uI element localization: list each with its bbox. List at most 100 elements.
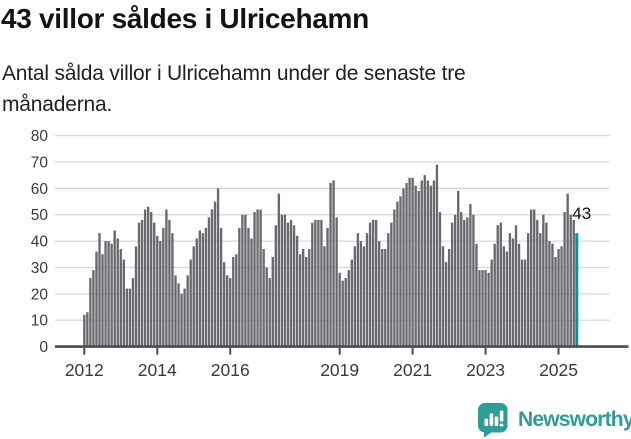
y-tick-label: 40 (31, 234, 49, 251)
bar (110, 243, 113, 347)
bar (201, 233, 205, 347)
bar (520, 259, 524, 347)
bar (411, 177, 414, 347)
bar (444, 262, 448, 347)
bar (450, 222, 454, 347)
bar (539, 233, 542, 347)
bar (530, 209, 533, 347)
bar (523, 259, 527, 347)
bar (286, 222, 290, 347)
bar (308, 249, 311, 347)
bar (460, 212, 463, 347)
bar (353, 246, 357, 347)
bar (551, 243, 554, 347)
newsworthy-logo[interactable]: Newsworthy (477, 402, 631, 438)
y-tick-label: 10 (31, 313, 49, 330)
bar (171, 233, 174, 347)
bar (332, 180, 335, 347)
bar (390, 222, 393, 347)
bar (262, 249, 265, 347)
bar (344, 278, 347, 347)
bar (317, 220, 320, 347)
bar (545, 222, 548, 347)
bar (542, 214, 545, 347)
bar (426, 180, 429, 347)
bar (387, 233, 390, 347)
bar (277, 193, 281, 347)
bar (572, 220, 575, 347)
bar (381, 249, 384, 347)
bar (314, 220, 317, 347)
bar (226, 275, 229, 347)
bar (326, 227, 329, 347)
bar (247, 227, 250, 347)
highlight-bar (575, 233, 579, 347)
bar (213, 201, 217, 347)
bar (441, 246, 445, 347)
bar (362, 246, 366, 347)
x-tick-label: 2023 (466, 360, 505, 380)
bar (454, 214, 457, 347)
bar (347, 270, 350, 347)
bar (487, 272, 490, 347)
y-tick-label: 60 (31, 181, 49, 198)
bar (177, 283, 180, 347)
x-tick-label: 2019 (320, 360, 359, 380)
bar (92, 270, 95, 347)
y-tick-label: 70 (31, 154, 49, 171)
bar (298, 254, 302, 347)
bar (323, 246, 326, 347)
bar (274, 225, 277, 347)
bar (475, 243, 478, 347)
bar (259, 209, 262, 347)
bar (350, 259, 353, 347)
bar (399, 196, 402, 347)
bar (469, 204, 472, 347)
bar (466, 217, 469, 347)
bar (232, 256, 235, 347)
bar (517, 243, 521, 347)
bar (241, 214, 244, 347)
bar (198, 230, 201, 347)
bar (98, 233, 101, 347)
y-tick-label: 50 (31, 207, 49, 224)
bar (423, 175, 426, 347)
bar (368, 222, 372, 347)
bar (162, 227, 165, 347)
bar (165, 209, 168, 347)
bar (119, 249, 122, 347)
bar (146, 206, 150, 347)
bar (229, 278, 232, 347)
bar (548, 241, 551, 347)
bar (511, 238, 515, 347)
bar (359, 241, 363, 347)
y-tick-label: 0 (39, 339, 48, 356)
bar (320, 220, 323, 347)
newsworthy-wordmark: Newsworthy (518, 408, 631, 431)
y-tick-label: 30 (31, 260, 49, 277)
bar (116, 238, 119, 347)
bar (560, 246, 563, 347)
bar (429, 185, 433, 347)
bar (150, 212, 153, 347)
x-tick-label: 2021 (393, 360, 432, 380)
bar (566, 193, 569, 347)
bar (216, 188, 220, 347)
highlight-value-label: 43 (572, 204, 591, 223)
bar (378, 241, 381, 347)
bar (472, 214, 475, 347)
bar (502, 246, 505, 347)
bar (457, 190, 460, 347)
bar (131, 278, 135, 347)
bar (526, 233, 530, 347)
bar (122, 259, 125, 347)
bar (396, 201, 399, 347)
bar (533, 209, 536, 347)
bar (186, 275, 189, 347)
bar (405, 183, 408, 347)
y-tick-label: 20 (31, 286, 49, 303)
bar (417, 190, 420, 347)
bar (244, 214, 247, 347)
